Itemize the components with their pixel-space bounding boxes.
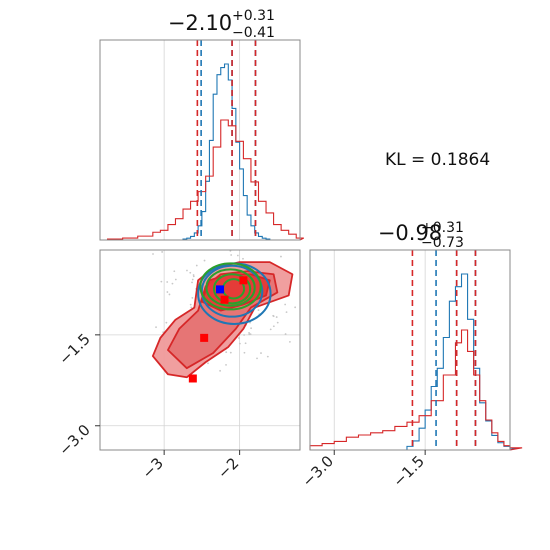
right-title-minus: −0.73	[421, 235, 464, 251]
joint-sample-point	[244, 342, 247, 345]
joint-sample-point	[229, 351, 232, 354]
right-quantile-lines	[411, 250, 477, 450]
top-title-plus: +0.31	[232, 8, 275, 24]
right-axes-frame	[309, 249, 511, 451]
joint-x-tick-label: −3	[139, 454, 167, 482]
joint-sample-point	[162, 331, 165, 334]
joint-red-marker	[220, 295, 229, 304]
joint-sample-point	[225, 351, 228, 354]
joint-red-marker	[200, 333, 209, 342]
joint-x-ticks: −3 −2	[139, 450, 242, 482]
joint-sample-point	[161, 251, 164, 253]
joint-sample-point	[243, 334, 245, 336]
joint-sample-point	[207, 362, 209, 365]
right-series-blue	[400, 273, 517, 451]
joint-sample-point	[238, 342, 241, 345]
joint-sample-point	[186, 269, 188, 272]
joint-sample-point	[284, 303, 287, 306]
joint-sample-point	[165, 321, 168, 324]
joint-sample-point	[174, 278, 177, 281]
joint-sample-point	[285, 311, 288, 314]
joint-red-marker	[239, 276, 248, 285]
top-quantile-lines	[196, 40, 257, 240]
top-axes-frame	[99, 39, 301, 241]
top-title-minus: −0.41	[232, 25, 275, 41]
joint-sample-point	[275, 316, 278, 318]
joint-green-contour	[212, 273, 252, 305]
top-grid	[163, 40, 241, 240]
joint-green-contour	[199, 262, 262, 311]
joint-sample-point	[195, 264, 198, 267]
joint-sample-point	[171, 282, 174, 285]
joint-sample-point	[288, 340, 291, 343]
joint-sample-point	[242, 257, 244, 260]
joint-sample-point	[191, 296, 194, 299]
joint-sample-point	[237, 337, 240, 339]
joint-sample-point	[191, 278, 194, 281]
joint-sample-point	[192, 274, 195, 276]
joint-sample-point	[225, 363, 227, 366]
top-title: −2.10	[168, 11, 232, 35]
joint-sample-point	[257, 309, 260, 312]
joint-green-contour	[205, 268, 256, 307]
joint-sample-point	[294, 306, 297, 309]
joint-y-tick-label: −1.5	[55, 330, 93, 368]
joint-sample-point	[189, 303, 192, 306]
right-x-tick-label: −1.5	[389, 452, 427, 490]
joint-sample-point	[276, 321, 279, 324]
joint-sample-point	[272, 325, 275, 328]
joint-axes-frame	[99, 249, 301, 451]
joint-sample-point	[260, 352, 262, 354]
kl-divergence-label: KL = 0.1864	[385, 150, 490, 170]
joint-sample-point	[249, 333, 252, 336]
joint-contours	[151, 261, 294, 379]
right-grid	[333, 250, 426, 450]
joint-sample-point	[166, 291, 169, 293]
joint-sample-point	[236, 254, 239, 257]
joint-sample-point	[269, 328, 272, 331]
joint-x-tick-label: −2	[214, 454, 242, 482]
joint-y-ticks: −1.5 −3.0	[55, 330, 100, 459]
joint-sample-point	[155, 326, 157, 329]
right-series-red	[309, 329, 523, 451]
joint-sample-point	[192, 275, 195, 278]
joint-sample-point	[203, 259, 206, 262]
joint-blue-marker	[216, 285, 224, 294]
joint-sample-point	[230, 254, 233, 256]
joint-sample-point	[173, 270, 176, 273]
joint-sample-point	[284, 333, 287, 335]
top-series-red	[100, 119, 305, 241]
joint-sample-point	[152, 253, 154, 255]
joint-sample-point	[266, 355, 269, 358]
joint-sample-point	[168, 293, 171, 296]
joint-sample-point	[272, 315, 275, 318]
right-x-tick-label: −3.0	[299, 452, 337, 490]
right-x-ticks: −3.0 −1.5	[299, 450, 428, 491]
right-title-plus: +0.31	[421, 220, 464, 236]
joint-sample-point	[189, 271, 192, 274]
joint-sample-point	[248, 331, 250, 334]
joint-sample-point	[250, 327, 253, 330]
joint-density-panel: −3 −2 −1.5 −3.0	[55, 249, 301, 482]
top-marginal-histogram: −2.10 +0.31 −0.41	[99, 8, 305, 241]
joint-markers	[188, 276, 248, 383]
joint-sample-point	[219, 369, 221, 372]
top-title-median: −2.10	[168, 11, 232, 35]
right-histogram-series	[309, 273, 523, 451]
joint-sample-point	[280, 255, 282, 258]
joint-sample-point	[166, 281, 169, 283]
right-title-median: −0.98	[378, 221, 442, 245]
joint-red-marker	[188, 374, 197, 383]
right-title: −0.98	[378, 221, 442, 245]
joint-sample-point	[190, 306, 193, 309]
joint-sample-point	[160, 280, 163, 283]
joint-sample-point	[243, 351, 246, 354]
right-marginal-histogram: −0.98 +0.31 −0.73 −3.0 −1.5	[299, 220, 523, 491]
joint-sample-point	[256, 357, 258, 360]
joint-sample-point	[191, 281, 193, 284]
joint-y-tick-label: −3.0	[55, 421, 93, 459]
